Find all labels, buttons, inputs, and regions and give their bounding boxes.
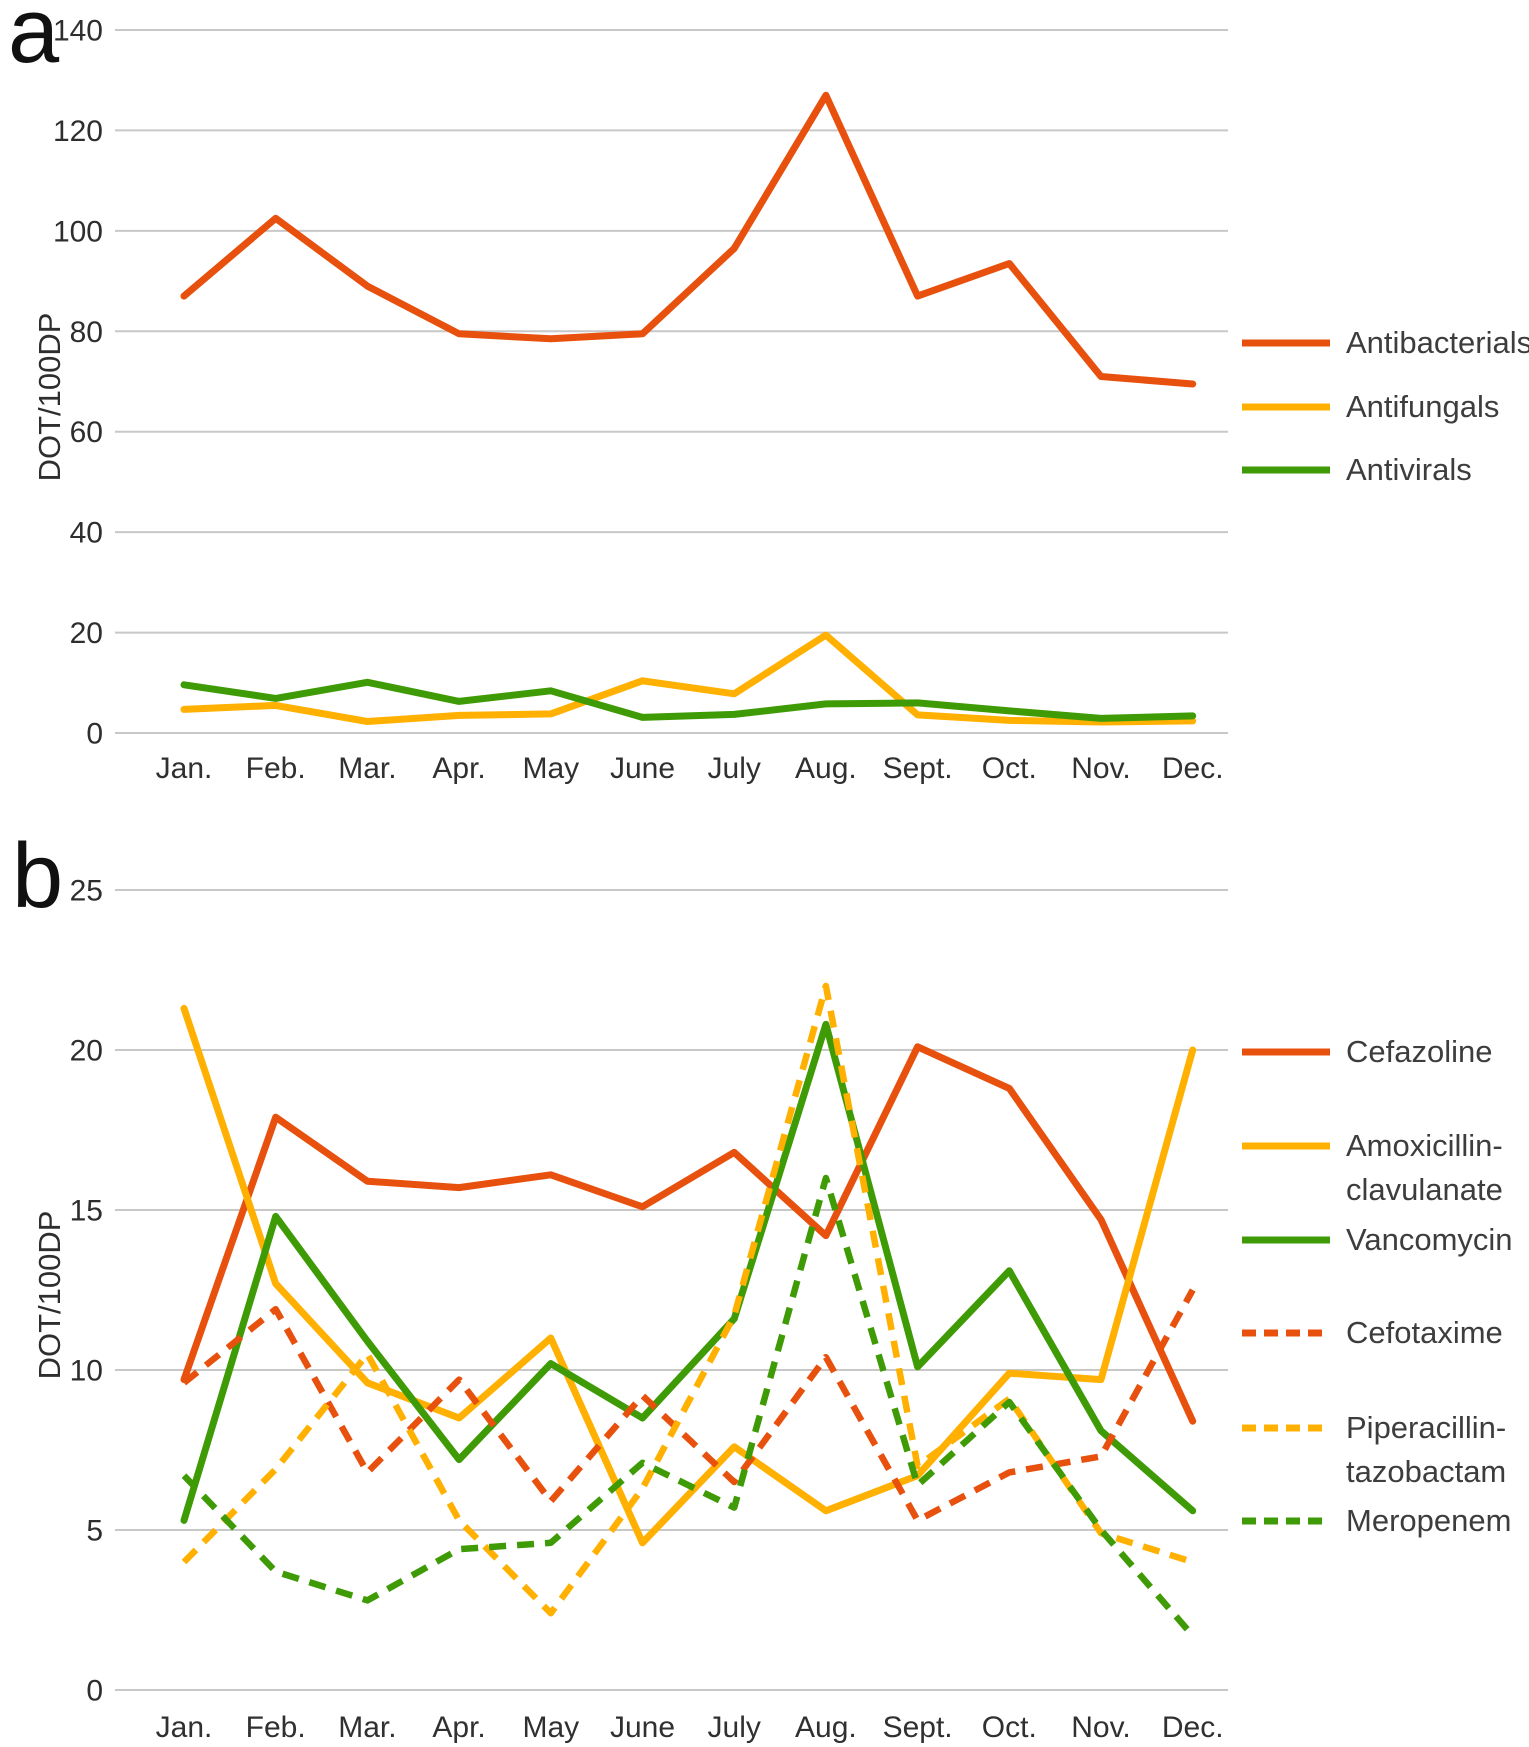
y-tick-label: 5 (86, 1515, 103, 1548)
panel-a-plot-area: 140 120 100 80 60 40 20 0 Jan. Feb. Mar. Apr. May Jun… (53, 15, 1228, 785)
y-tick-label: 0 (86, 718, 103, 751)
series-line-cefazoline (180, 1043, 1197, 1425)
series-line-vancomycin (180, 1020, 1197, 1524)
series-line-meropenem (181, 1174, 1196, 1638)
legend-label: Vancomycin (1346, 1222, 1513, 1257)
x-tick-label: Dec. (1162, 752, 1224, 785)
series-line-antivirals (180, 678, 1197, 722)
x-tick-label: Oct. (982, 1711, 1037, 1744)
y-tick-label: 100 (53, 215, 103, 248)
x-tick-label: Aug. (795, 1711, 857, 1744)
y-tick-label: 15 (70, 1195, 103, 1228)
x-tick-label: Jan. (156, 752, 213, 785)
legend-swatch-dashed (1242, 1517, 1330, 1525)
legend-swatch-solid (1242, 339, 1330, 347)
series-line-antifungals (180, 631, 1197, 726)
legend-swatch-solid (1242, 1048, 1330, 1056)
series-line-amoxicillin-clavulanate (180, 1004, 1197, 1547)
legend-label: Antivirals (1346, 452, 1472, 487)
x-tick-label: Feb. (246, 752, 306, 785)
y-tick-label: 120 (53, 115, 103, 148)
x-tick-label: Sept. (883, 1711, 953, 1744)
legend-item-cefazoline: Cefazoline (1240, 1030, 1492, 1074)
x-tick-label: Apr. (432, 752, 485, 785)
panel-a-letter: a (8, 0, 60, 82)
panel-b-plot-area: 25 20 15 10 5 0 Jan. Feb. Mar. Apr. May June July Aug… (70, 875, 1228, 1744)
x-tick-label: Apr. (432, 1711, 485, 1744)
legend-item-antifungals: Antifungals (1240, 385, 1499, 429)
legend-swatch-solid (1242, 466, 1330, 474)
legend-label: Cefazoline (1346, 1034, 1493, 1069)
legend-label: Cefotaxime (1346, 1315, 1503, 1350)
y-tick-label: 0 (86, 1675, 103, 1708)
y-tick-label: 20 (70, 617, 103, 650)
legend-swatch-solid (1242, 1142, 1330, 1150)
x-tick-label: Feb. (246, 1711, 306, 1744)
legend-swatch-solid (1242, 403, 1330, 411)
series-line-cefotaxime (181, 1288, 1196, 1524)
x-tick-label: June (610, 752, 675, 785)
y-tick-label: 40 (70, 517, 103, 550)
x-tick-label: Nov. (1071, 1711, 1130, 1744)
y-tick-label: 60 (70, 416, 103, 449)
legend-item-vancomycin: Vancomycin (1240, 1218, 1513, 1262)
legend-label: Antibacterials (1346, 325, 1529, 360)
x-tick-label: Nov. (1071, 752, 1130, 785)
legend-swatch-dashed (1242, 1424, 1330, 1432)
x-tick-label: May (522, 752, 579, 785)
legend-label: Amoxicillin-clavulanate (1346, 1128, 1503, 1207)
x-tick-label: Mar. (338, 752, 396, 785)
legend-item-piperacillin-tazobactam: Piperacillin-tazobactam (1240, 1406, 1506, 1494)
legend-item-meropenem: Meropenem (1240, 1499, 1511, 1543)
x-tick-label: Dec. (1162, 1711, 1224, 1744)
x-tick-label: Oct. (982, 752, 1037, 785)
legend-swatch-solid (1242, 1236, 1330, 1244)
x-tick-label: Mar. (338, 1711, 396, 1744)
x-tick-label: Aug. (795, 752, 857, 785)
legend-item-amoxicillin-clavulanate: Amoxicillin-clavulanate (1240, 1124, 1503, 1212)
panel-b-letter: b (12, 825, 64, 927)
x-tick-label: July (708, 1711, 761, 1744)
x-tick-label: May (522, 1711, 579, 1744)
legend-item-antivirals: Antivirals (1240, 448, 1472, 492)
legend-swatch-dashed (1242, 1329, 1330, 1337)
y-tick-label: 25 (70, 875, 103, 908)
y-tick-label: 20 (70, 1035, 103, 1068)
legend-item-cefotaxime: Cefotaxime (1240, 1311, 1503, 1355)
y-tick-label: 80 (70, 316, 103, 349)
legend-label: Antifungals (1346, 389, 1500, 424)
x-tick-label: Jan. (156, 1711, 213, 1744)
legend-label: Piperacillin-tazobactam (1346, 1410, 1507, 1489)
y-tick-label: 10 (70, 1355, 103, 1388)
x-tick-label: Sept. (883, 752, 953, 785)
x-tick-label: June (610, 1711, 675, 1744)
y-tick-label: 140 (53, 15, 103, 48)
series-line-antibacterials (180, 91, 1197, 388)
legend-label: Meropenem (1346, 1503, 1512, 1538)
x-tick-label: July (708, 752, 761, 785)
legend-item-antibacterials: Antibacterials (1240, 321, 1529, 365)
